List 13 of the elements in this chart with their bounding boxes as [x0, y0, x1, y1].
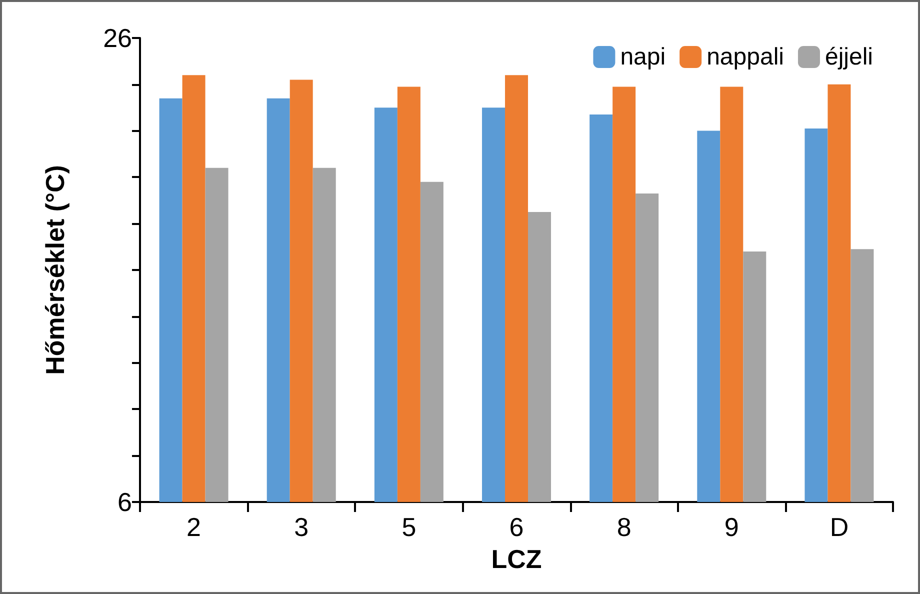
x-tick-label: D	[830, 512, 849, 542]
x-tick-label: 2	[186, 512, 202, 542]
x-tick-label: 8	[616, 512, 632, 542]
y-axis-title: Hőmérséklet (°C)	[40, 165, 70, 375]
x-tick-label: 6	[509, 512, 524, 542]
x-tick-label: 5	[402, 512, 416, 542]
legend-label: napi	[620, 44, 666, 70]
x-tick-label: 3	[294, 512, 309, 542]
legend-label: nappali	[706, 44, 784, 70]
x-axis-title: LCZ	[491, 544, 542, 574]
y-tick-label: 26	[103, 23, 132, 53]
legend-label: éjjeli	[824, 44, 874, 70]
x-tick-label: 9	[724, 512, 739, 542]
